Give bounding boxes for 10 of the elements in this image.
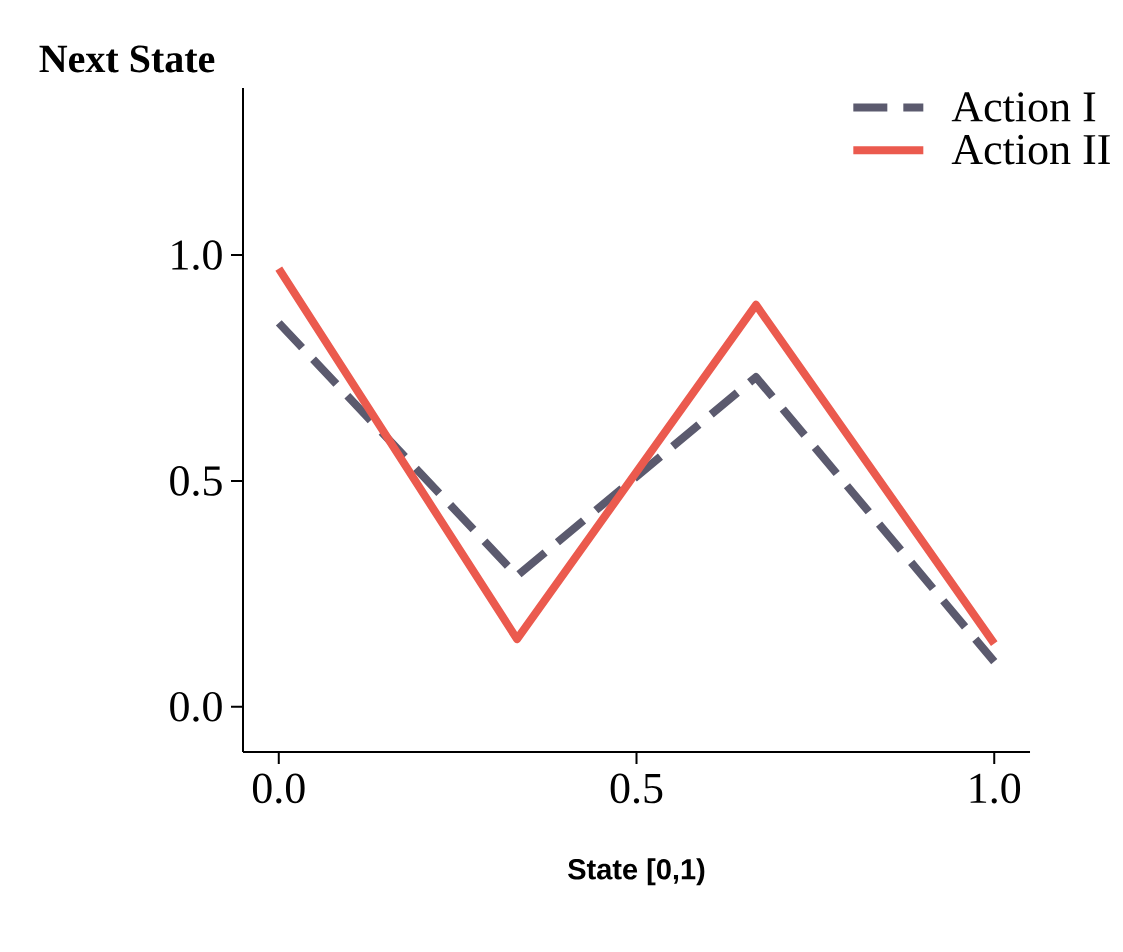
x-axis-title: State [0,1) (568, 858, 705, 886)
x-tick-label: 0.0 (252, 773, 305, 804)
chart-title: Next State (39, 45, 215, 73)
y-tick-label: 1.0 (172, 240, 222, 271)
x-tick-label: 1.0 (970, 773, 1021, 804)
y-tick-label: 0.0 (170, 691, 222, 722)
legend-label: Action I (951, 92, 1096, 122)
legend-label: Action II (951, 134, 1110, 165)
x-tick-label: 0.5 (610, 773, 663, 804)
y-tick-label: 0.5 (170, 466, 222, 496)
